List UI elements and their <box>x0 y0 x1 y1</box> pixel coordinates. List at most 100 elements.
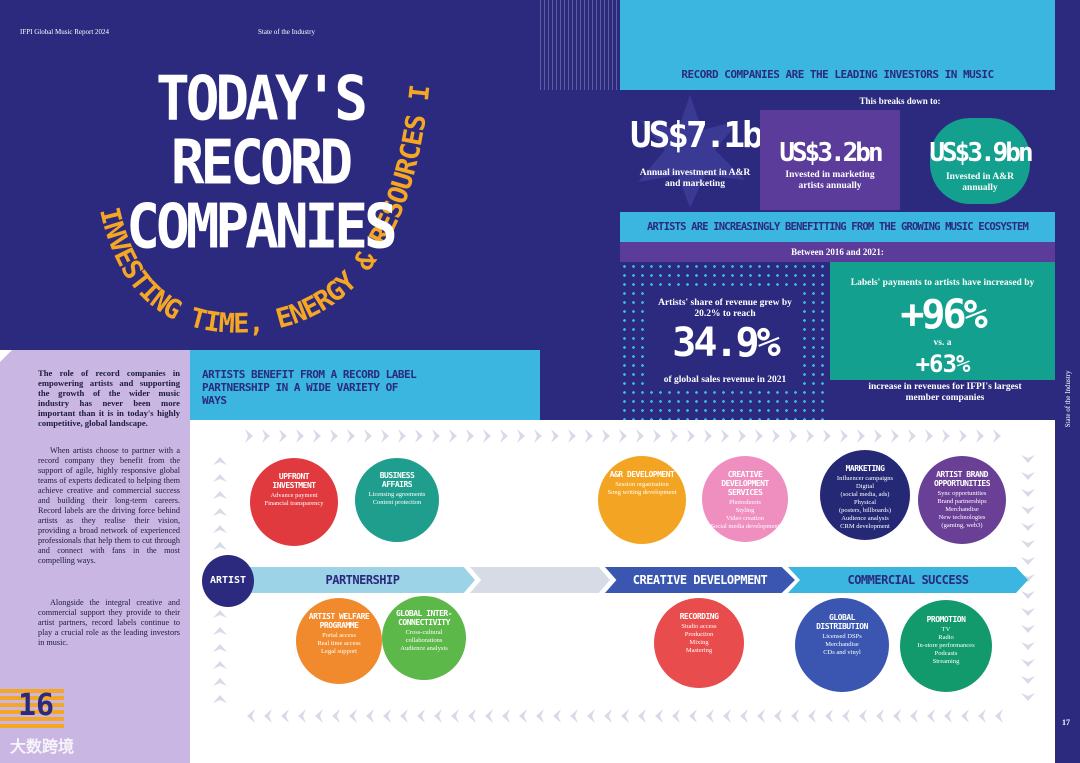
loop-chevron <box>1021 523 1035 531</box>
circle-item: Cross-cultural collaborations <box>405 629 443 645</box>
loop-chevron <box>281 709 289 723</box>
period-label: Between 2016 and 2021: <box>791 247 884 257</box>
loop-chevron <box>517 429 525 443</box>
loop-chevron <box>449 429 457 443</box>
loop-chevron <box>1021 472 1035 480</box>
loop-chevron <box>519 709 527 723</box>
circle-title: RECORDING <box>679 612 719 622</box>
loop-chevron <box>536 709 544 723</box>
loop-chevron <box>840 429 848 443</box>
circle-item: Real time access <box>317 639 361 647</box>
loop-chevron <box>823 429 831 443</box>
circle-item: Physical <box>853 499 877 507</box>
circle-item: Portal access <box>322 631 356 639</box>
circle-upfront: UPFRONT INVESTMENT Advance payment Financi… <box>250 458 338 546</box>
loop-chevron <box>942 429 950 443</box>
breakdown-label: This breaks down to: <box>859 96 941 106</box>
circle-item: New technologies <box>938 514 986 522</box>
circle-title: A&R DEVELOPMENT <box>609 470 675 480</box>
loop-chevron <box>925 429 933 443</box>
circle-title: PROMOTION <box>926 614 966 624</box>
loop-chevron <box>944 709 952 723</box>
loop-chevron <box>213 542 227 550</box>
loop-chevron <box>587 709 595 723</box>
loop-chevron <box>876 709 884 723</box>
loop-chevron <box>1021 693 1035 701</box>
running-header-center: State of the Industry <box>258 28 315 36</box>
page-title-line2: COMPANIES <box>126 191 397 263</box>
revenue-value: +63% <box>915 350 971 378</box>
loop-chevron <box>347 429 355 443</box>
loop-chevron <box>670 429 678 443</box>
circle-item: Influencer campaigns <box>836 475 894 483</box>
circle-creative-services: CREATIVE DEVELOPMENT SERVICES Photoshoots… <box>702 456 788 542</box>
circle-item: Digital <box>855 483 875 491</box>
loop-chevron <box>978 709 986 723</box>
total-invest-panel <box>620 90 760 210</box>
loop-chevron <box>298 709 306 723</box>
circle-brand: ARTIST BRAND OPPORTUNITIES Sync opportuni… <box>918 456 1006 544</box>
flow-diagram: PARTNERSHIP CREATIVE DEVELOPMENT COMMERC… <box>190 420 1055 763</box>
loop-chevron <box>908 429 916 443</box>
loop-chevron <box>1021 591 1035 599</box>
circle-item: Sync opportunities <box>937 490 987 498</box>
loop-chevron <box>383 709 391 723</box>
loop-chevron <box>468 709 476 723</box>
partnership-banner: ARTISTS BENEFIT FROM A RECORD LABEL PART… <box>190 350 540 420</box>
loop-chevron <box>332 709 340 723</box>
circle-item: Styling <box>735 506 755 514</box>
circle-item: Audience analysis <box>400 645 448 653</box>
loop-chevron <box>1021 574 1035 582</box>
circle-marketing: MARKETING Influencer campaigns Digital (soc… <box>820 450 910 540</box>
loop-chevron <box>213 661 227 669</box>
loop-chevron <box>432 429 440 443</box>
star-shape <box>638 95 745 208</box>
loop-chevron <box>721 429 729 443</box>
loop-chevron <box>466 429 474 443</box>
loop-chevron <box>1021 608 1035 616</box>
loop-chevron <box>330 429 338 443</box>
stage-partnership: PARTNERSHIP <box>250 567 475 593</box>
circle-item: Studio access <box>681 623 717 631</box>
loop-chevron <box>1021 540 1035 548</box>
loop-chevron <box>500 429 508 443</box>
loop-chevron <box>842 709 850 723</box>
loop-chevron <box>874 429 882 443</box>
circle-title: GLOBAL INTER-CONNECTIVITY <box>395 609 453 628</box>
circle-item: Radio <box>938 633 954 641</box>
loop-chevron <box>213 491 227 499</box>
loop-chevron <box>213 627 227 635</box>
loop-chevron <box>791 709 799 723</box>
circle-item: Advance payment <box>270 492 318 500</box>
page-title: TODAY'S RECORD COMPANIES <box>120 67 400 263</box>
circle-ar: A&R DEVELOPMENT Session organisation Song … <box>598 456 686 544</box>
circle-title: GLOBAL DISTRIBUTION <box>816 613 868 632</box>
circle-item: Mixing <box>689 639 709 647</box>
payments-panel-bottom <box>830 380 1055 420</box>
page-number-stripes <box>0 686 64 728</box>
loop-chevron <box>434 709 442 723</box>
loop-chevron <box>568 429 576 443</box>
circle-item: In-store performances <box>917 641 975 649</box>
payments-value: +96% <box>900 292 987 338</box>
loop-chevron <box>1021 659 1035 667</box>
intro-column: The role of record companies in empoweri… <box>0 350 190 763</box>
title-arc-text: INVESTING TIME, ENERGY & RESOURCES IN MU… <box>60 50 437 340</box>
circle-title: MARKETING <box>845 464 885 474</box>
loop-chevron <box>1021 455 1035 463</box>
marketing-invest-label: Invested in marketing artists annually <box>785 170 875 191</box>
loop-chevron <box>245 429 253 443</box>
circle-welfare: ARTIST WELFARE PROGRAMME Portal access Rea… <box>296 598 382 684</box>
circle-item: Audience analysis <box>841 515 889 523</box>
partnership-banner-text: ARTISTS BENEFIT FROM A RECORD LABEL PART… <box>202 368 417 407</box>
ar-invest-label: Invested in A&R annually <box>945 172 1015 193</box>
loop-chevron <box>279 429 287 443</box>
intro-paragraph-2: Alongside the integral creative and comm… <box>38 598 180 647</box>
loop-chevron <box>976 429 984 443</box>
loop-chevron <box>959 429 967 443</box>
revenue-label: increase in revenues for IFPI's largest … <box>868 382 1022 403</box>
circle-business: BUSINESS AFFAIRS Licensing agreements Cont… <box>355 458 439 542</box>
side-label: State of the Industry <box>1064 370 1072 428</box>
mosaic-stripes <box>540 0 620 90</box>
loop-chevron <box>502 709 510 723</box>
